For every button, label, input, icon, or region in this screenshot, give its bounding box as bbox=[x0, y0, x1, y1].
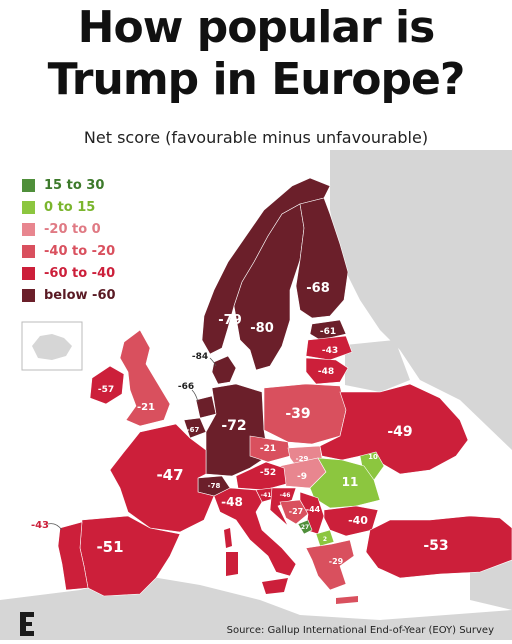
netherlands-callout-line bbox=[191, 389, 199, 403]
country-netherlands[interactable] bbox=[195, 395, 217, 419]
sicily-island bbox=[262, 578, 288, 594]
label-portugal: -43 bbox=[31, 520, 49, 531]
legend-item-minus20-to-0: -20 to 0 bbox=[22, 220, 116, 239]
country-ukraine[interactable] bbox=[319, 383, 469, 475]
label-uk: -21 bbox=[137, 402, 155, 413]
label-slovenia: -41 bbox=[261, 492, 272, 499]
russia-region bbox=[330, 150, 512, 450]
label-bulgaria: -40 bbox=[348, 514, 368, 527]
legend-label: -40 to -20 bbox=[44, 244, 116, 259]
country-uk[interactable] bbox=[119, 329, 171, 427]
publisher-logo-icon bbox=[20, 612, 34, 636]
label-sweden: -80 bbox=[250, 321, 274, 336]
label-ukraine: -49 bbox=[387, 424, 412, 440]
label-norway: -79 bbox=[218, 313, 242, 328]
title-line-1: How popular is bbox=[77, 2, 436, 53]
title-line-2: Trump in Europe? bbox=[47, 54, 466, 105]
belarus-region bbox=[345, 340, 410, 392]
legend-item-below-minus60: below -60 bbox=[22, 286, 116, 305]
legend-swatch bbox=[22, 267, 35, 280]
legend-item-minus60-to-minus40: -60 to -40 bbox=[22, 264, 116, 283]
country-ireland[interactable] bbox=[89, 365, 125, 405]
legend-label: below -60 bbox=[44, 288, 116, 303]
label-estonia: -61 bbox=[320, 327, 336, 337]
corsica-island bbox=[224, 528, 232, 548]
country-north-macedonia[interactable] bbox=[315, 529, 335, 547]
country-denmark[interactable] bbox=[211, 355, 237, 385]
legend-label: 0 to 15 bbox=[44, 200, 96, 215]
page-subtitle: Net score (favourable minus unfavourable… bbox=[83, 128, 429, 147]
label-montenegro: 27 bbox=[301, 524, 309, 531]
source-note: Source: Gallup International End-of-Year… bbox=[226, 625, 494, 636]
country-croatia[interactable] bbox=[269, 487, 297, 527]
legend-swatch bbox=[22, 245, 35, 258]
country-estonia[interactable] bbox=[309, 319, 347, 341]
iceland-inset-frame bbox=[21, 321, 83, 371]
country-bulgaria[interactable] bbox=[323, 505, 379, 537]
country-bosnia[interactable] bbox=[279, 499, 309, 525]
label-lithuania: -48 bbox=[318, 367, 334, 377]
iceland-shape bbox=[32, 334, 72, 360]
label-hungary: -9 bbox=[297, 472, 307, 482]
label-romania: 11 bbox=[342, 475, 359, 489]
country-montenegro[interactable] bbox=[297, 519, 313, 535]
label-finland: -68 bbox=[306, 281, 330, 296]
label-poland: -39 bbox=[285, 406, 310, 422]
label-bosnia: -27 bbox=[289, 507, 303, 516]
portugal-callout-line bbox=[47, 523, 63, 531]
denmark-callout-line bbox=[209, 357, 217, 367]
legend-label: 15 to 30 bbox=[44, 178, 105, 193]
label-austria: -52 bbox=[260, 468, 276, 478]
label-moldova: 10 bbox=[368, 453, 378, 461]
country-turkey[interactable] bbox=[365, 515, 512, 579]
label-serbia: -44 bbox=[306, 505, 321, 514]
label-turkey: -53 bbox=[423, 538, 448, 554]
label-north-macedonia: 2 bbox=[323, 536, 327, 543]
label-netherlands: -66 bbox=[178, 382, 194, 392]
legend-item-minus40-to-minus20: -40 to -20 bbox=[22, 242, 116, 261]
label-switzerland: -78 bbox=[208, 482, 221, 490]
legend-swatch bbox=[22, 223, 35, 236]
sardinia-island bbox=[226, 552, 238, 576]
label-denmark: -84 bbox=[192, 352, 208, 362]
label-france: -47 bbox=[156, 466, 183, 484]
legend-swatch bbox=[22, 201, 35, 214]
legend-item-15-to-30: 15 to 30 bbox=[22, 176, 116, 195]
label-italy: -48 bbox=[221, 495, 243, 509]
country-lithuania[interactable] bbox=[305, 357, 349, 385]
country-greece[interactable] bbox=[305, 539, 355, 591]
country-finland[interactable] bbox=[295, 197, 349, 319]
legend-label: -60 to -40 bbox=[44, 266, 116, 281]
legend: 15 to 30 0 to 15 -20 to 0 -40 to -20 -60… bbox=[22, 176, 116, 308]
legend-label: -20 to 0 bbox=[44, 222, 101, 237]
country-serbia[interactable] bbox=[299, 491, 325, 535]
label-spain: -51 bbox=[96, 538, 123, 556]
label-greece: -29 bbox=[329, 557, 344, 566]
europe-map: -68 -79 -80 -61 -43 -48 -84 -66 -57 -21 … bbox=[0, 150, 512, 640]
legend-item-0-to-15: 0 to 15 bbox=[22, 198, 116, 217]
page-title: How popular is Trump in Europe? bbox=[0, 2, 512, 106]
label-ireland: -57 bbox=[98, 385, 114, 395]
label-czechia: -21 bbox=[260, 444, 276, 454]
country-italy[interactable] bbox=[213, 487, 297, 577]
legend-swatch bbox=[22, 179, 35, 192]
label-croatia: -46 bbox=[280, 492, 291, 499]
label-belgium: -67 bbox=[187, 426, 200, 434]
country-france[interactable] bbox=[109, 423, 215, 533]
country-latvia[interactable] bbox=[305, 335, 353, 361]
country-austria[interactable] bbox=[235, 461, 287, 491]
label-latvia: -43 bbox=[322, 346, 338, 356]
map-svg: -68 -79 -80 -61 -43 -48 -84 -66 -57 -21 … bbox=[0, 150, 512, 640]
legend-swatch bbox=[22, 289, 35, 302]
country-portugal[interactable] bbox=[57, 521, 89, 591]
label-slovakia: -29 bbox=[296, 455, 309, 463]
label-germany: -72 bbox=[221, 418, 246, 434]
crete-island bbox=[336, 596, 358, 604]
country-czechia[interactable] bbox=[249, 435, 291, 463]
